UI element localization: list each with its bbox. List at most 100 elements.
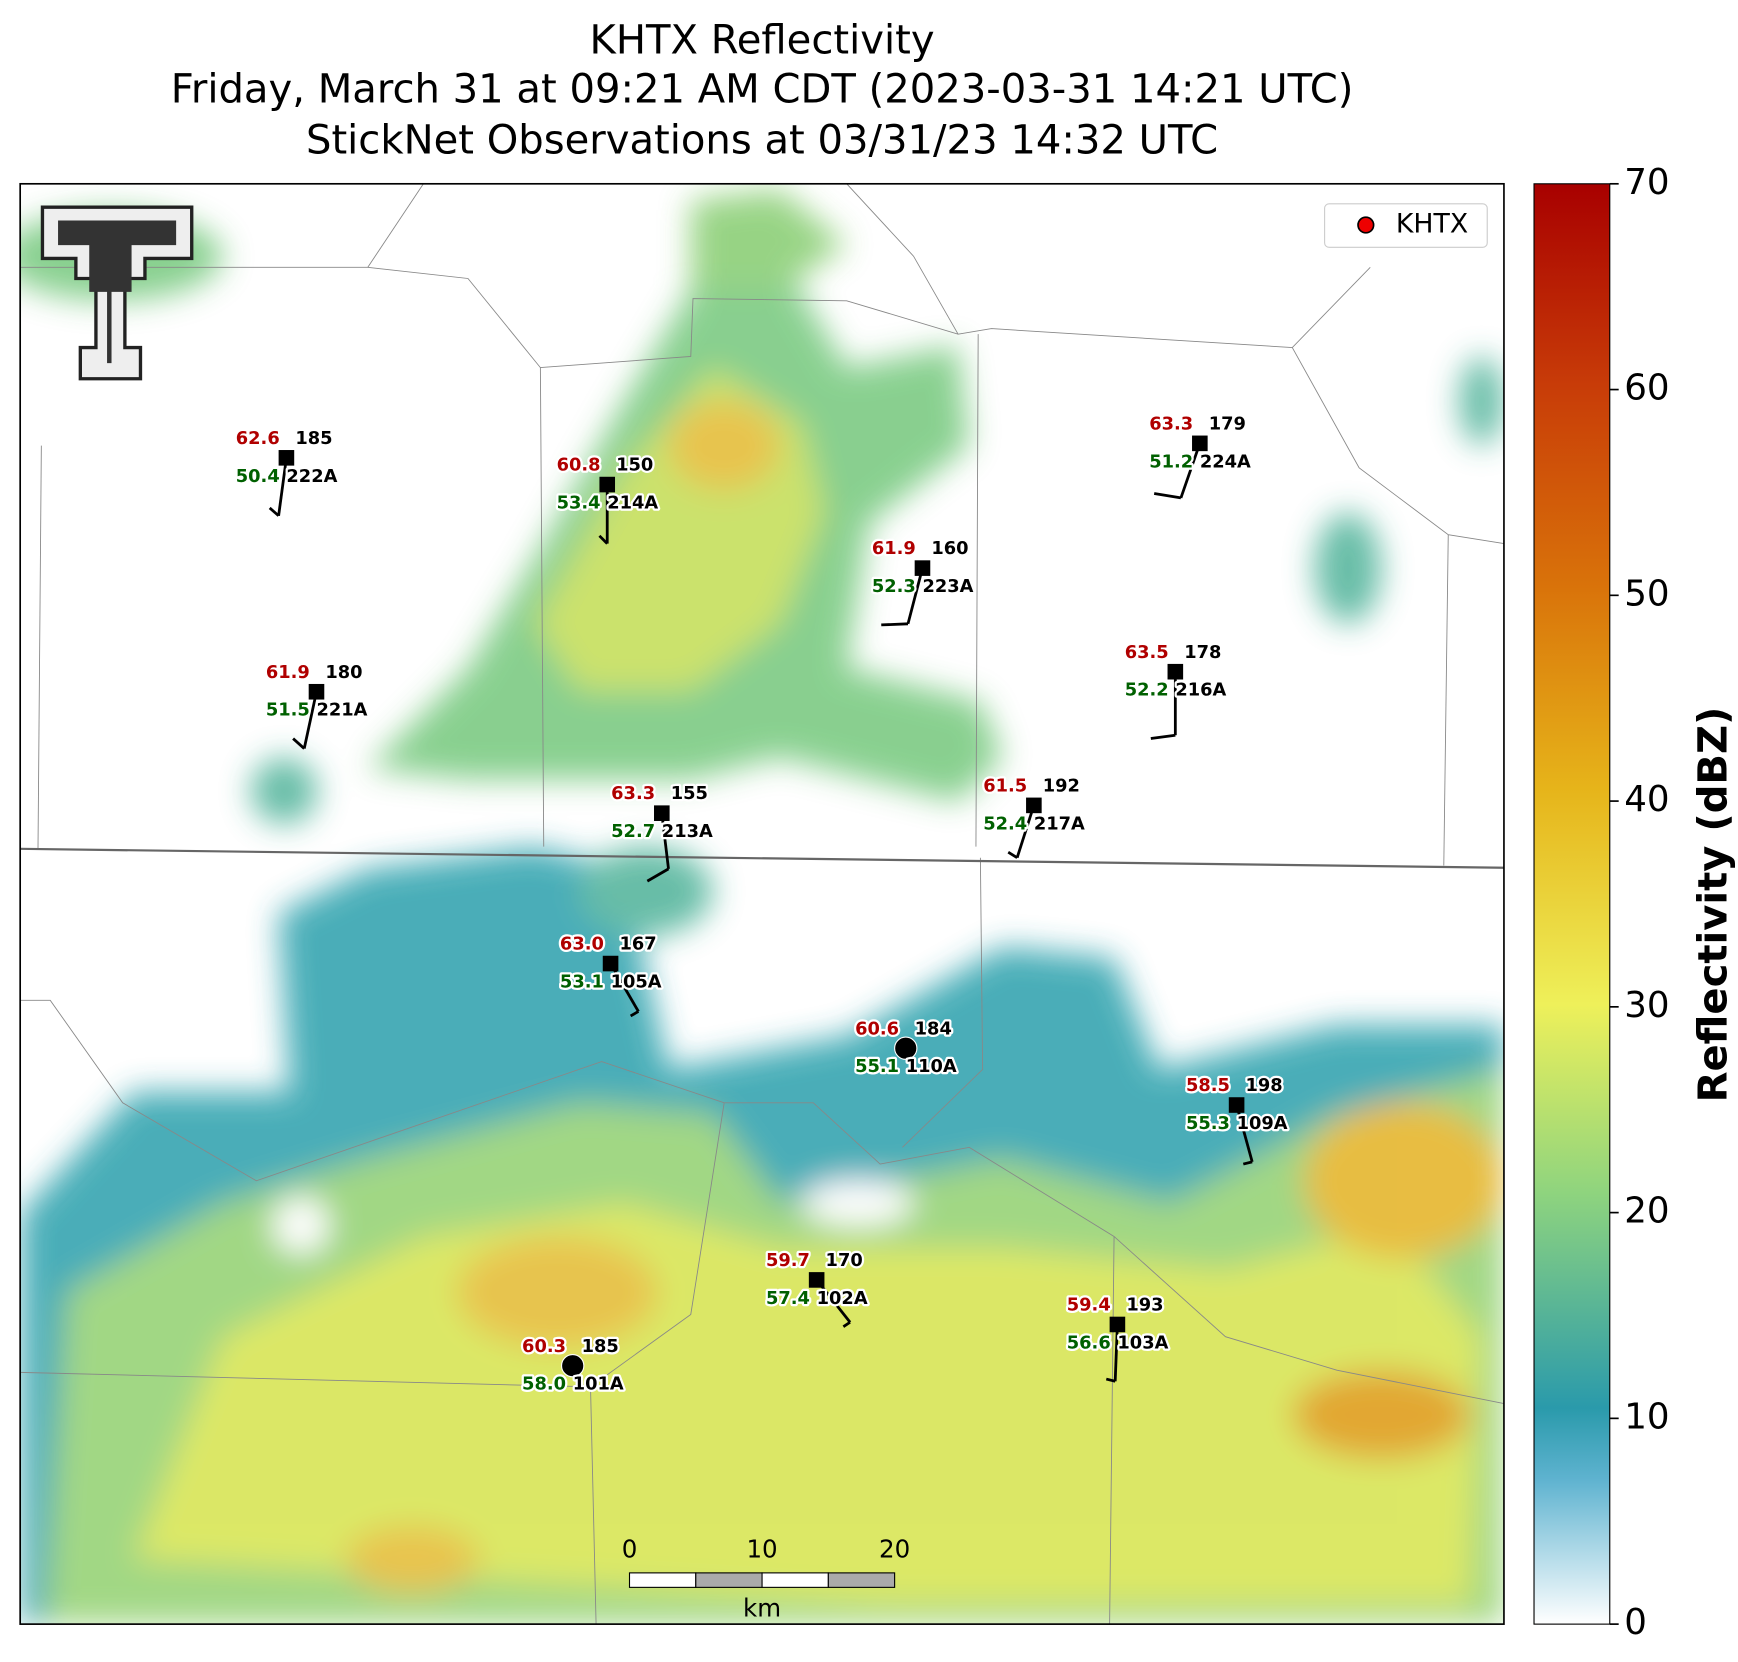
wind-barb	[302, 691, 318, 749]
station-id: 102A	[817, 1288, 868, 1309]
station-id: 222A	[286, 466, 337, 487]
dewpoint: 55.3	[1186, 1113, 1230, 1134]
scale-tick-label: 10	[746, 1535, 777, 1564]
station-marker	[308, 683, 325, 700]
wind-barb	[660, 813, 670, 870]
dewpoint: 52.2	[1125, 680, 1169, 701]
wind-barb-tick	[1242, 1160, 1253, 1166]
station-value: 170	[826, 1250, 863, 1271]
station-value: 160	[931, 538, 968, 559]
temperature: 60.8	[557, 455, 601, 476]
wind-barb-tick	[1150, 733, 1176, 740]
wind-barb-tick	[1007, 850, 1018, 859]
colorbar-tick-label: 10	[1624, 1396, 1669, 1437]
station-value: 185	[295, 428, 332, 449]
station-id: 110A	[906, 1056, 957, 1077]
temperature: 63.3	[1149, 413, 1193, 434]
title-line: KHTX Reflectivity	[590, 17, 935, 63]
colorbar-tick-label: 60	[1624, 368, 1669, 409]
station-value: 167	[619, 934, 656, 955]
station-marker	[1228, 1097, 1245, 1113]
wind-barb	[906, 567, 924, 625]
station-value: 184	[915, 1018, 952, 1039]
station-id: 103A	[1117, 1332, 1168, 1353]
colorbar-tick-label: 40	[1624, 779, 1669, 820]
colorbar	[1533, 183, 1611, 1625]
station-id: 221A	[316, 700, 367, 721]
temperature: 63.3	[611, 783, 655, 804]
colorbar-tick-label: 30	[1624, 985, 1669, 1026]
station-id: 223A	[922, 576, 973, 597]
temperature: 61.5	[983, 775, 1027, 796]
scale-bar: km	[628, 1572, 896, 1623]
radar-field	[20, 183, 1504, 1625]
dewpoint: 55.1	[855, 1056, 899, 1077]
temperature: 59.7	[766, 1250, 810, 1271]
station-id: 216A	[1175, 680, 1226, 701]
station-value: 193	[1126, 1295, 1163, 1316]
station-id: 101A	[573, 1374, 624, 1395]
station-marker	[602, 955, 619, 972]
dewpoint: 56.6	[1067, 1332, 1111, 1353]
station-value: 178	[1184, 642, 1221, 663]
station-value: 155	[671, 783, 708, 804]
legend: KHTX	[1324, 203, 1488, 248]
overlay: 0 10 20 30 40 50 60 70 0 10 20 62.6 185 50.4 222A 60.8 1…	[234, 162, 1670, 1643]
station-marker	[808, 1272, 825, 1288]
station-marker	[1167, 663, 1184, 680]
temperature: 61.9	[266, 662, 310, 683]
dewpoint: 53.4	[557, 493, 601, 514]
wind-barb	[1015, 804, 1036, 859]
station-value: 185	[582, 1336, 619, 1357]
wind-barb	[1179, 442, 1202, 499]
temperature: 63.0	[560, 934, 604, 955]
dewpoint: 51.2	[1149, 451, 1193, 472]
station-marker	[599, 476, 616, 493]
dewpoint: 52.7	[611, 821, 655, 842]
station-id: 109A	[1237, 1113, 1288, 1134]
wind-barb-tick	[646, 867, 670, 883]
dewpoint: 52.4	[983, 813, 1027, 834]
station-marker	[894, 1036, 918, 1060]
temperature: 61.9	[872, 538, 916, 559]
temperature: 60.6	[855, 1018, 899, 1039]
station-marker	[654, 805, 670, 821]
scale-unit: km	[743, 1594, 781, 1623]
station-value: 198	[1246, 1075, 1283, 1096]
colorbar-tick-label: 0	[1624, 1602, 1647, 1643]
station-marker	[1192, 435, 1208, 452]
wind-barb	[1235, 1104, 1254, 1163]
station-marker	[560, 1353, 585, 1378]
title-line: StickNet Observations at 03/31/23 14:32 …	[306, 118, 1218, 164]
temperature: 63.5	[1125, 642, 1169, 663]
wind-barb-tick	[1153, 492, 1182, 500]
colorbar-tick-label: 70	[1624, 162, 1669, 203]
temperature: 62.6	[236, 428, 280, 449]
station-marker	[278, 450, 295, 466]
station-id: 105A	[611, 971, 662, 992]
station-value: 192	[1043, 775, 1080, 796]
colorbar-label: Reflectivity (dBZ)	[1691, 707, 1737, 1103]
station-marker	[914, 560, 931, 576]
map-frame	[19, 182, 1505, 1625]
dewpoint: 57.4	[766, 1288, 810, 1309]
wind-barb-tick	[881, 622, 909, 627]
station-value: 179	[1209, 413, 1246, 434]
colorbar-tick-label: 50	[1624, 573, 1669, 614]
dewpoint: 51.5	[266, 700, 310, 721]
dewpoint: 50.4	[236, 466, 280, 487]
temperature: 59.4	[1067, 1295, 1111, 1316]
scale-tick-label: 0	[622, 1535, 638, 1564]
dewpoint: 53.1	[560, 971, 604, 992]
station-marker	[1109, 1316, 1126, 1333]
station-marker	[1026, 797, 1042, 814]
station-value: 150	[616, 455, 653, 476]
temperature: 60.3	[522, 1336, 566, 1357]
wind-barb-tick	[629, 1010, 640, 1018]
colorbar-tick-label: 20	[1624, 1191, 1669, 1232]
station-id: 217A	[1034, 813, 1085, 834]
dewpoint: 58.0	[522, 1374, 566, 1395]
wind-barb-tick	[842, 1321, 851, 1328]
logo	[40, 205, 194, 381]
